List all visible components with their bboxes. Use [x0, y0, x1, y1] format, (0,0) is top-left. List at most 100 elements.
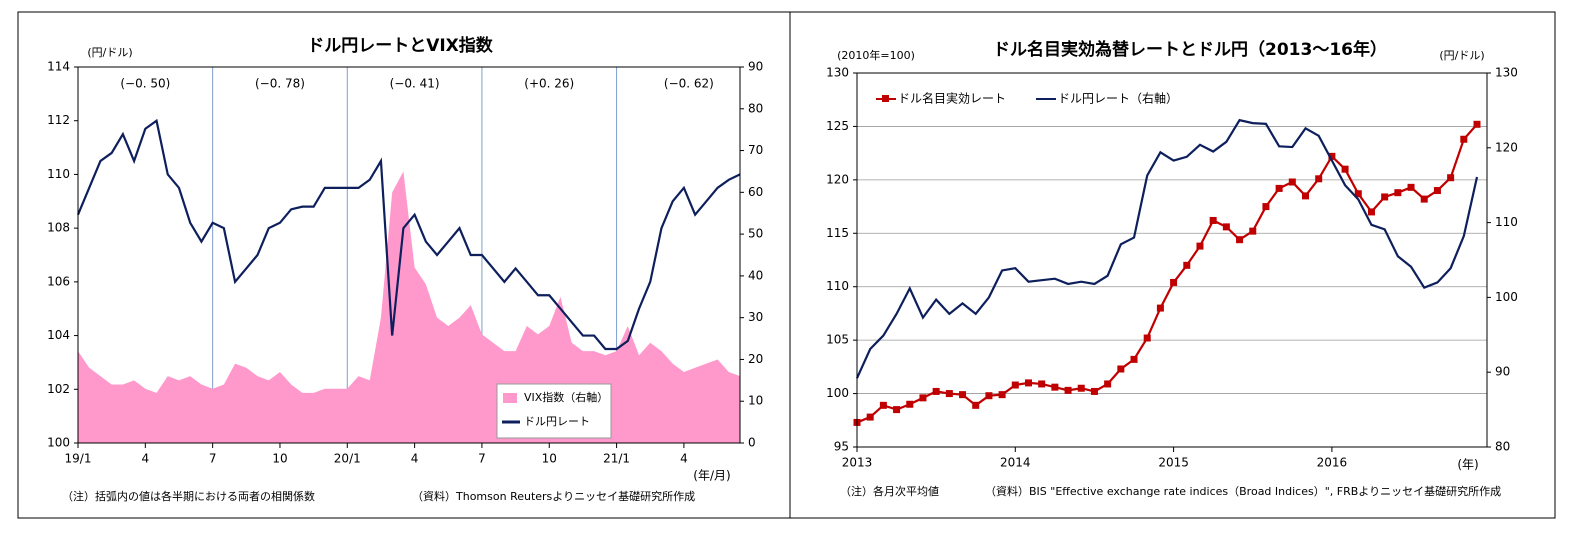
y-axis-label: (2010年=100) — [837, 48, 915, 62]
x-tick-label: 10 — [542, 452, 557, 466]
y-tick-label: 104 — [47, 328, 70, 342]
plot-frame — [77, 66, 741, 444]
marker — [1104, 380, 1112, 388]
marker — [1156, 304, 1164, 312]
chart-title: ドル円レートとVIX指数 — [307, 35, 494, 56]
y2-axis-label: (円/ドル) — [1439, 49, 1484, 62]
marker — [932, 387, 940, 395]
y2-tick-label: 60 — [748, 185, 763, 199]
note: （注）各月次平均値 — [840, 484, 939, 498]
marker — [1420, 195, 1428, 203]
legend-swatch — [503, 393, 517, 403]
marker — [1354, 190, 1362, 198]
y2-tick-label: 90 — [1495, 365, 1510, 379]
y2-tick-label: 80 — [748, 101, 763, 115]
annotation: (−0. 78) — [255, 77, 305, 91]
marker — [1064, 386, 1072, 394]
marker — [1130, 355, 1138, 363]
marker — [1447, 174, 1455, 182]
y2-tick-label: 50 — [748, 227, 763, 241]
y2-tick-label: 20 — [748, 352, 763, 366]
marker — [1196, 242, 1204, 250]
marker — [959, 391, 967, 399]
y-tick-label: 106 — [47, 274, 70, 288]
marker — [1038, 380, 1046, 388]
annotation: (−0. 50) — [120, 77, 170, 91]
y-axis-label: (円/ドル) — [87, 46, 132, 59]
marker — [1367, 208, 1375, 216]
x-tick-label: 4 — [142, 452, 150, 466]
y2-tick-label: 80 — [1495, 440, 1510, 454]
marker — [919, 394, 927, 402]
marker — [1117, 365, 1125, 373]
y2-tick-label: 30 — [748, 310, 763, 324]
y2-tick-label: 120 — [1495, 140, 1518, 154]
y-tick-label: 110 — [826, 279, 849, 293]
y-tick-label: 102 — [47, 382, 70, 396]
x-axis-label: (年) — [1457, 458, 1478, 472]
frame — [17, 11, 1556, 519]
vix-area — [78, 171, 740, 443]
marker — [879, 401, 887, 409]
series-line — [856, 123, 1478, 424]
marker — [906, 400, 914, 408]
marker — [1302, 192, 1310, 200]
marker — [1209, 216, 1217, 224]
source: （資料）BIS "Effective exchange rate indices… — [985, 484, 1501, 498]
marker — [1328, 152, 1336, 160]
marker — [1315, 175, 1323, 183]
marker — [998, 391, 1006, 399]
marker — [1433, 187, 1441, 195]
y2-tick-label: 100 — [1495, 290, 1518, 304]
marker — [972, 401, 980, 409]
y2-tick-label: 10 — [748, 394, 763, 408]
marker — [1394, 189, 1402, 197]
x-tick-label: 2015 — [1158, 456, 1189, 470]
y-tick-label: 115 — [826, 226, 849, 240]
marker — [1077, 384, 1085, 392]
marker — [1090, 387, 1098, 395]
source: （資料）Thomson Reutersよりニッセイ基礎研究所作成 — [412, 489, 695, 503]
y-tick-label: 114 — [47, 60, 70, 74]
legend-label: ドル円レート — [524, 415, 590, 428]
y-tick-label: 120 — [826, 172, 849, 186]
y-tick-label: 125 — [826, 119, 849, 133]
marker — [866, 413, 874, 421]
marker — [1341, 165, 1349, 173]
y-tick-label: 112 — [47, 113, 70, 127]
x-tick-label: 20/1 — [334, 452, 361, 466]
marker — [1407, 183, 1415, 191]
annotation: (+0. 26) — [524, 77, 574, 91]
marker — [893, 406, 901, 414]
marker — [1222, 223, 1230, 231]
legend-marker — [882, 95, 889, 102]
x-tick-label: 4 — [680, 452, 688, 466]
x-tick-label: 10 — [272, 452, 287, 466]
marker — [1275, 184, 1283, 192]
y-tick-label: 95 — [834, 440, 849, 454]
chart-title: ドル名目実効為替レートとドル円（2013～16年） — [993, 39, 1387, 60]
x-tick-label: 19/1 — [65, 452, 92, 466]
marker — [1170, 278, 1178, 286]
marker — [1011, 381, 1019, 389]
y-tick-label: 130 — [826, 66, 849, 80]
legend-label: ドル名目実効レート — [898, 91, 1006, 106]
marker — [1236, 236, 1244, 244]
x-tick-label: 2016 — [1317, 456, 1348, 470]
y2-tick-label: 0 — [748, 436, 756, 450]
marker — [1143, 334, 1151, 342]
y2-tick-label: 110 — [1495, 215, 1518, 229]
marker — [1381, 193, 1389, 201]
marker — [945, 390, 953, 398]
x-tick-label: 4 — [411, 452, 419, 466]
x-axis-label: (年/月) — [693, 469, 730, 483]
series-line — [76, 118, 741, 351]
annotation: (−0. 41) — [390, 77, 440, 91]
x-tick-label: 21/1 — [603, 452, 630, 466]
y2-tick-label: 90 — [748, 60, 763, 74]
marker — [1460, 135, 1468, 143]
x-tick-label: 2013 — [842, 456, 873, 470]
y-tick-label: 100 — [826, 386, 849, 400]
marker — [1024, 379, 1032, 387]
